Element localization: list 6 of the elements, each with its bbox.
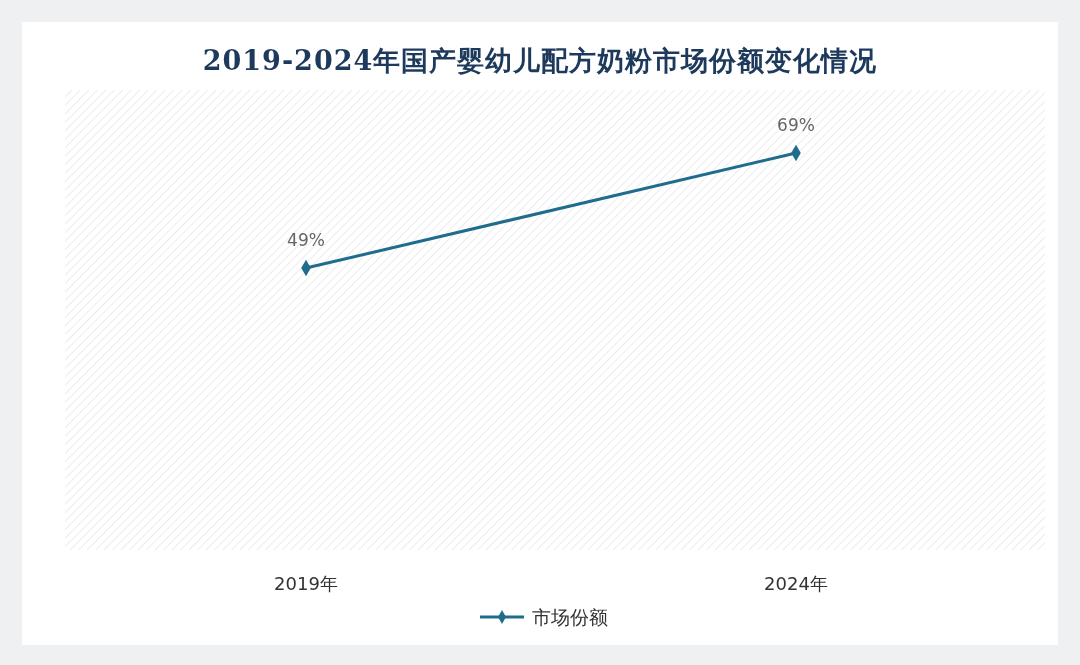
x-tick-label: 2024年	[764, 573, 828, 594]
data-label: 69%	[777, 115, 815, 135]
data-label: 49%	[287, 230, 325, 251]
x-tick-label: 2019年	[274, 573, 338, 594]
chart-title: 2019-2024年国产婴幼儿配方奶粉市场份额变化情况	[202, 45, 878, 76]
legend-label: 市场份额	[532, 606, 608, 628]
